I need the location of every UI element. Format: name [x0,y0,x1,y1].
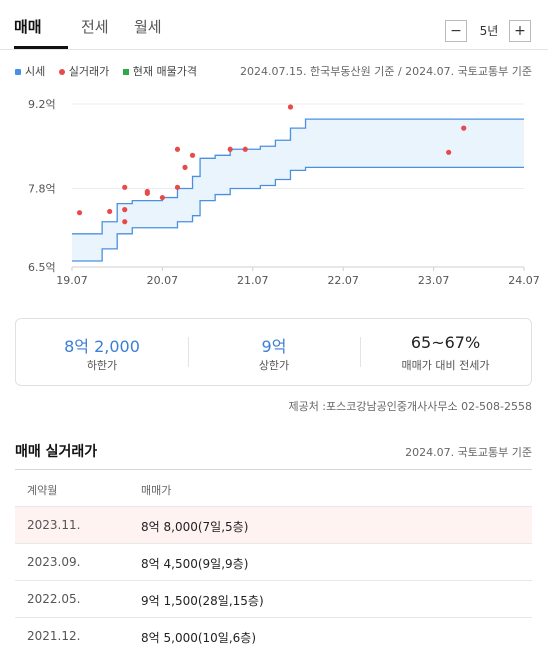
legend-item-price[interactable]: 시세 [15,64,45,80]
tab-jeonse[interactable]: 전세 [81,18,109,36]
price-summary-box: 8억 2,000 하한가 9억 상한가 65~67% 매매가 대비 전세가 [15,318,532,386]
upper-price-value: 9억 [261,337,287,356]
x-tick-label: 23.07 [418,274,450,287]
legend-item-actual-trade[interactable]: 실거래가 [58,64,109,80]
trade-point [446,149,452,155]
table-row[interactable]: 2023.09. 8억 4,500(9일,9층) [15,543,532,580]
trade-point [174,184,181,190]
trades-table-header: 계약월 매매가 [15,470,532,506]
header-contract-month: 계약월 [27,484,58,497]
tab-sale[interactable]: 매매 [14,18,42,36]
period-label: 5년 [479,24,499,38]
table-row[interactable]: 2021.12. 8억 5,000(10일,6층) [15,617,532,650]
lower-price-value: 8억 2,000 [64,337,140,356]
row-month: 2021.12. [27,629,81,643]
upper-price-label: 상한가 [258,359,290,372]
row-price: 8억 4,500(9일,9층) [141,557,249,571]
trade-point [122,219,128,225]
active-tab-indicator [14,46,68,49]
x-tick-label: 21.07 [237,274,269,287]
y-tick-label: 7.8억 [28,183,56,196]
row-month: 2023.11. [27,518,81,532]
y-tick-label: 6.5억 [28,261,56,274]
trade-point [122,207,128,213]
row-price: 8억 8,000(7일,5층) [141,520,249,534]
row-price: 9억 1,500(28일,15층) [141,594,264,608]
price-band-lower-line [72,166,524,262]
trade-point [189,152,196,158]
summary-jeonse-ratio: 65~67% 매매가 대비 전세가 [360,319,531,385]
trade-point [159,194,165,201]
row-month: 2022.05. [27,592,81,606]
listing-swatch-icon [122,69,129,75]
section-divider [15,469,532,470]
trade-point [122,184,128,190]
row-month: 2023.09. [27,555,81,569]
listing-provider: 제공처 :포스코강남공인중개사사무소 02-508-2558 [288,400,532,413]
trade-point [227,146,233,152]
row-price: 8억 5,000(10일,6층) [141,631,257,645]
trade-point [287,104,294,110]
trade-point [461,125,467,131]
summary-upper-price: 9억 상한가 [188,319,360,385]
deal-type-tabs: 매매 전세 월세 [0,0,548,50]
jeonse-ratio-label: 매매가 대비 전세가 [401,359,490,372]
header-sale-price: 매매가 [141,484,172,497]
x-tick-label: 20.07 [147,274,179,287]
summary-divider [360,337,361,367]
price-band-upper-line [72,118,524,235]
trade-point [107,208,113,215]
trade-point [242,146,248,152]
summary-lower-price: 8억 2,000 하한가 [16,319,188,385]
period-decrease-button[interactable]: − [445,20,467,42]
y-tick-label: 9.2억 [28,98,56,111]
trade-point [182,164,188,170]
lower-price-label: 하한가 [86,359,118,372]
trades-section-title: 매매 실거래가 [15,444,98,460]
x-tick-label: 22.07 [327,274,359,287]
trade-point [174,146,181,152]
jeonse-ratio-value: 65~67% [410,333,481,352]
price-swatch-icon [15,69,21,75]
x-tick-label: 24.07 [508,274,540,287]
summary-divider [188,337,189,367]
chart-legend: 시세 실거래가 현재 매물가격 [15,64,207,80]
tabs-divider [0,49,548,50]
x-tick-label: 19.07 [56,274,88,287]
trade-point [76,210,83,216]
chart-source-note: 2024.07.15. 한국부동산원 기준 / 2024.07. 국토교통부 기… [240,65,532,78]
trade-point [144,190,150,196]
table-row[interactable]: 2022.05. 9억 1,500(28일,15층) [15,580,532,617]
legend-item-listing[interactable]: 현재 매물가격 [122,64,197,80]
table-row[interactable]: 2023.11. 8억 8,000(7일,5층) [15,506,532,543]
price-band-area [72,119,524,261]
period-increase-button[interactable]: + [509,20,531,42]
trade-dot-icon [58,69,65,75]
tab-monthly-rent[interactable]: 월세 [134,18,162,36]
trades-source-note: 2024.07. 국토교통부 기준 [405,446,532,459]
